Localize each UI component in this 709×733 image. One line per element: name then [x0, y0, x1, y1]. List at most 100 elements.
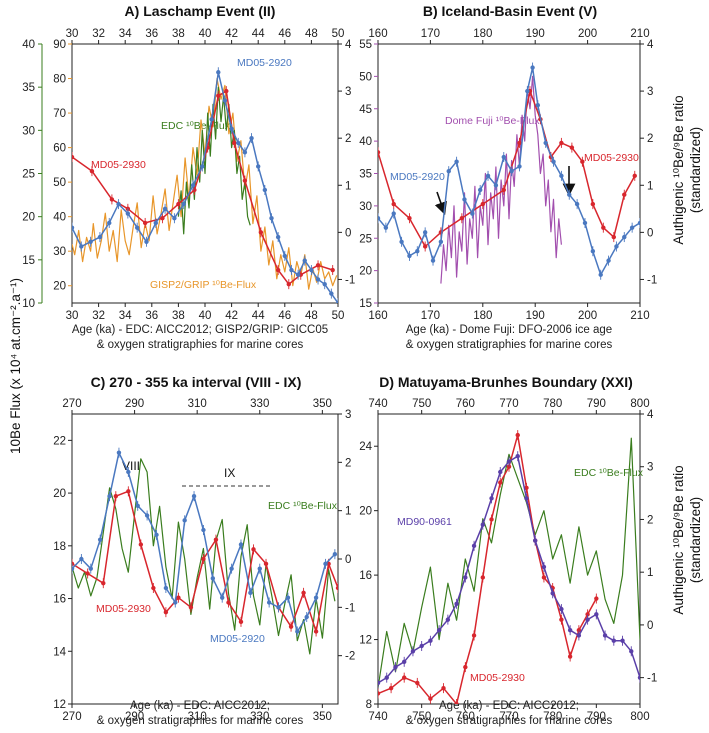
- panel-b-point-md05-2920: [485, 173, 491, 179]
- panel-a-point-md05-2920: [209, 117, 214, 122]
- panel-c-point-md05-2920: [116, 450, 122, 455]
- panel-a-xtick-label-bottom: 46: [278, 310, 291, 322]
- panel-a-xtick-label-top: 30: [66, 28, 79, 40]
- panel-d-point-md90-0961: [393, 664, 398, 670]
- panel-a-point-md05-2930: [330, 267, 335, 273]
- panel-a-xtick-label-top: 46: [278, 28, 291, 40]
- panel-a-ytick-label-right: -1: [345, 274, 355, 286]
- panel-a-point-md05-2930: [216, 93, 221, 99]
- panel-d-ytick-label-left: 20: [359, 506, 372, 518]
- panel-a-ytick-label-right: 4: [345, 39, 352, 51]
- panel-a-point-md05-2920: [262, 187, 268, 193]
- panel-a-point-md05-2920: [134, 225, 140, 230]
- panel-c-xlabel-1: Age (ka) - EDC: AICC2012;: [130, 700, 270, 712]
- panel-d-xtick-label-bottom: 790: [587, 711, 606, 723]
- panel-d-point-md05-2930: [489, 517, 494, 522]
- panel-a-ytick-label-green: 10: [22, 298, 35, 310]
- panel-c-point-md05-2920: [248, 590, 253, 596]
- panel-a-ytick-label-green: 15: [22, 255, 35, 267]
- panel-d-point-md05-2930: [524, 485, 529, 491]
- panel-b-ytick-label-right: 2: [647, 133, 653, 145]
- panel-d-point-md05-2930: [576, 627, 582, 633]
- panel-c-point-md05-2920: [79, 556, 84, 562]
- panel-d-point-md90-0961: [567, 627, 573, 633]
- panel-c-point-md05-2930: [138, 542, 144, 547]
- panel-c-xtick-label-bottom: 270: [62, 711, 81, 723]
- panel-a-point-md05-2930: [176, 201, 181, 207]
- panel-b-point-md05-2920: [567, 192, 572, 197]
- panel-c-ytick-label-right: -2: [345, 651, 355, 663]
- panel-b-data: [378, 62, 640, 284]
- panel-d-point-md90-0961: [402, 659, 407, 665]
- panel-b-ytick-label-purple: 25: [359, 233, 372, 245]
- panel-c-xlabel-2: & oxygen stratigraphies for marine cores: [97, 715, 304, 727]
- panel-c-point-md05-2930: [263, 561, 269, 567]
- panel-a-point-md05-2930: [258, 230, 264, 235]
- panel-b-label-md2930: MD05-2930: [584, 152, 639, 164]
- panel-d-xtick-label-bottom: 750: [412, 711, 431, 723]
- panel-a-point-md05-2930: [142, 220, 148, 226]
- panel-b-point-md05-2920: [422, 230, 428, 235]
- panel-d: D) Matuyama-Brunhes Boundary (XXI) Age (…: [359, 374, 657, 727]
- panel-a-point-md05-2930: [224, 88, 229, 94]
- panel-c-point-md05-2920: [135, 503, 140, 509]
- panel-a-ytick-label-orange: 30: [53, 246, 66, 258]
- panel-a-point-md05-2920: [200, 164, 205, 169]
- panel-b-xtick-label-bottom: 190: [526, 310, 545, 322]
- panel-b-point-md05-2920: [551, 159, 556, 164]
- panel-b-point-md05-2920: [399, 239, 404, 244]
- right-ylabel-line2: (standardized): [688, 127, 703, 213]
- panel-a-title: A) Laschamp Event (II): [125, 3, 276, 19]
- panel-d-point-md90-0961: [445, 617, 451, 622]
- panel-a-point-md05-2930: [315, 263, 321, 268]
- panel-b-point-md05-2920: [415, 249, 420, 254]
- panel-d-point-md90-0961: [410, 649, 416, 654]
- panel-c-point-md05-2930: [151, 585, 156, 591]
- panel-a-xtick-label-bottom: 44: [252, 310, 265, 322]
- panel-a-point-md05-2930: [275, 267, 281, 273]
- panel-d-point-md05-2930: [388, 685, 394, 691]
- panel-a-xtick-label-top: 32: [92, 28, 105, 40]
- panel-c-point-md05-2920: [229, 566, 234, 571]
- panel-b-ytick-label-right: 3: [647, 86, 653, 98]
- panel-d-series-edc-10be-flux: [378, 437, 640, 688]
- panel-b-point-md05-2930: [580, 159, 585, 164]
- panel-c-point-md05-2920: [313, 595, 319, 600]
- panel-d-xtick-label-top: 760: [456, 398, 475, 410]
- panel-a-ytick-label-orange: 20: [53, 281, 66, 293]
- panel-d-ytick-label-right: 0: [647, 620, 653, 632]
- panel-c-point-md05-2920: [304, 614, 309, 620]
- left-ylabel: 10Be Flux (x 10⁴ at.cm⁻².a⁻¹): [8, 278, 23, 454]
- panel-c-point-md05-2930: [72, 561, 75, 567]
- panel-b-point-md05-2930: [569, 145, 575, 150]
- panel-d-xtick-label-top: 770: [499, 398, 518, 410]
- panel-a-point-md05-2920: [162, 206, 168, 212]
- panel-c-ytick-label-right: 2: [345, 457, 351, 469]
- panel-c-point-md05-2920: [220, 595, 225, 600]
- panel-d-ytick-label-left: 24: [359, 441, 372, 453]
- panel-a-point-md05-2920: [190, 183, 196, 188]
- panel-b-point-md05-2920: [525, 88, 530, 94]
- right-ylabel-line1: Authigenic ¹⁰Be/⁹Be ratio: [671, 95, 686, 244]
- panel-a-ytick-label-orange: 40: [53, 212, 66, 224]
- panel-a-point-md05-2920: [229, 126, 234, 131]
- panel-c-point-md05-2930: [163, 609, 169, 615]
- panel-b-point-md05-2930: [559, 140, 564, 146]
- panel-b-point-md05-2920: [582, 220, 588, 226]
- panel-d-ytick-label-right: 3: [647, 462, 653, 474]
- panel-a-point-md05-2920: [329, 291, 334, 296]
- panel-b-point-md05-2920: [509, 168, 514, 174]
- panel-b-point-md05-2920: [430, 258, 436, 263]
- panel-a-xtick-label-bottom: 50: [332, 310, 345, 322]
- panel-d-point-md90-0961: [515, 453, 520, 459]
- panel-a-xtick-label-top: 36: [145, 28, 158, 40]
- panel-a-label-md2920: MD05-2920: [237, 57, 292, 69]
- panel-a-point-md05-2920: [88, 239, 93, 244]
- panel-a-ytick-label-green: 30: [22, 125, 35, 137]
- panel-b-label-domefuji: Dome Fuji ¹⁰Be-Flux: [445, 115, 540, 127]
- panel-a-ytick-label-orange: 90: [53, 39, 66, 51]
- panel-c-point-md05-2920: [126, 469, 131, 475]
- panel-a-xtick-label-top: 44: [252, 28, 265, 40]
- panel-a-point-md05-2930: [232, 140, 237, 146]
- panel-c-point-md05-2920: [144, 513, 150, 518]
